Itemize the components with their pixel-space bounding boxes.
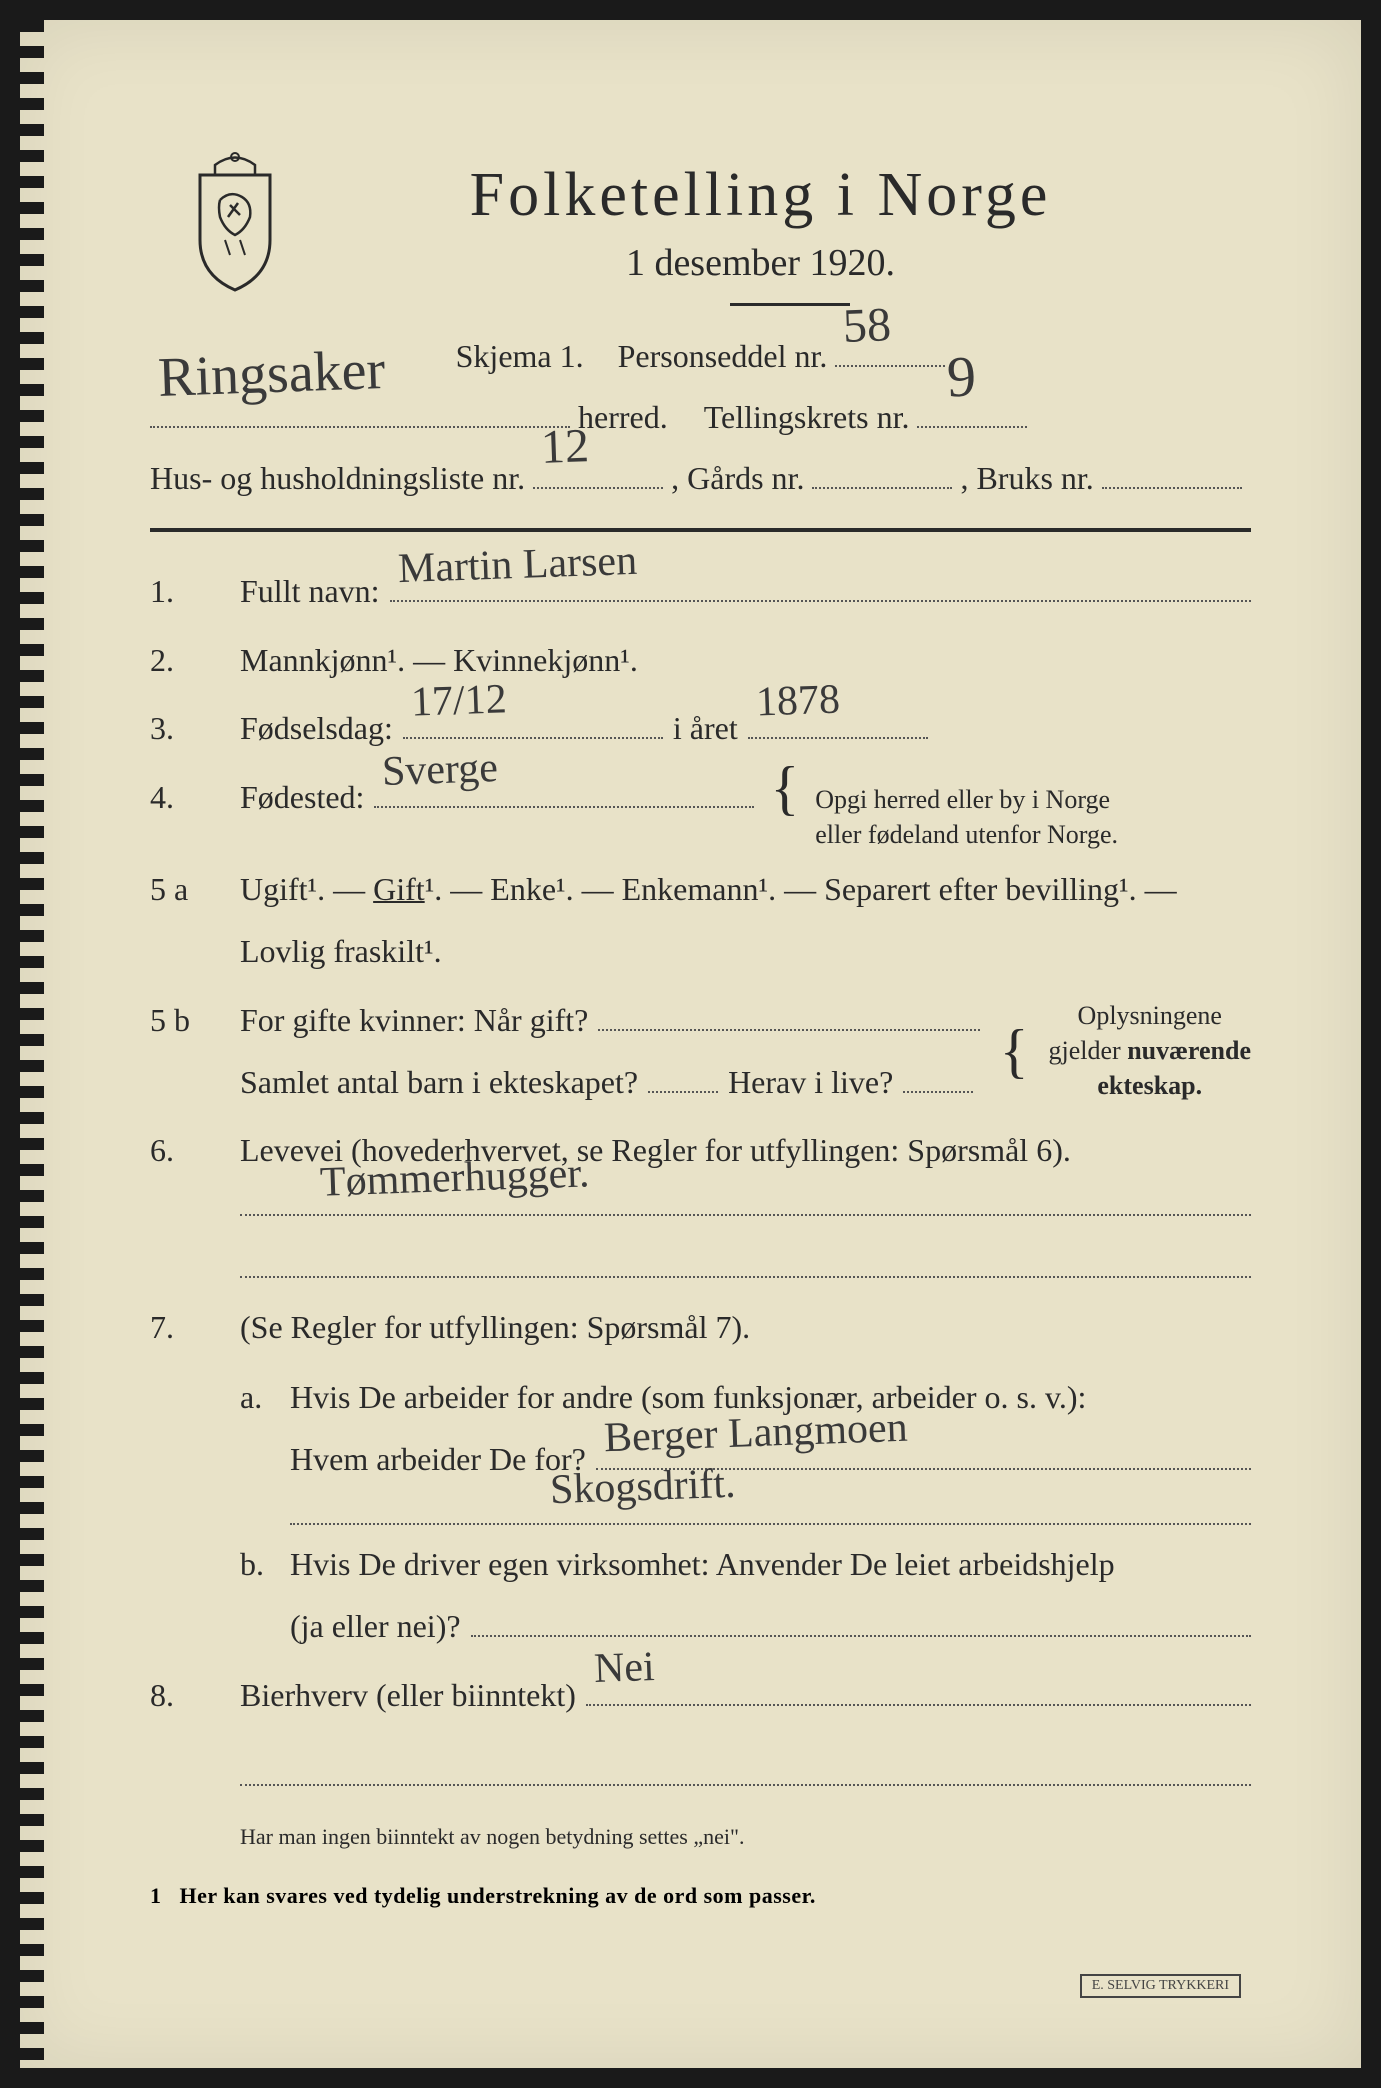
q3-year-value: 1878	[754, 660, 841, 745]
bruks-field	[1102, 455, 1242, 489]
q4: 4. Fødested: Sverge { Opgi herred eller …	[150, 766, 1251, 852]
q4-label: Fødested:	[240, 766, 364, 828]
q2-label: Mannkjønn¹. — Kvinnekjønn¹.	[240, 629, 1251, 691]
herred-field: Ringsaker	[150, 394, 570, 428]
q5b: 5 b For gifte kvinner: Når gift? Samlet …	[150, 989, 1251, 1114]
q7b-field	[471, 1603, 1251, 1637]
q7b-text2: (ja eller nei)?	[290, 1595, 461, 1657]
thick-divider	[150, 528, 1251, 532]
q4-field: Sverge	[374, 774, 754, 808]
coat-of-arms-icon	[180, 145, 290, 295]
gards-field	[812, 455, 952, 489]
q3-num: 3.	[150, 697, 210, 759]
q5a-num: 5 a	[150, 858, 210, 983]
q6-num: 6.	[150, 1119, 210, 1277]
q3: 3. Fødselsdag: 17/12 i året 1878	[150, 697, 1251, 759]
q3-year-field: 1878	[748, 705, 928, 739]
perforation-edge	[20, 20, 44, 2068]
q8-field: Nei	[586, 1672, 1251, 1706]
q3-year-label: i året	[673, 697, 738, 759]
q5b-live-field	[903, 1059, 973, 1093]
brace-icon: {	[770, 770, 799, 806]
q7: 7. (Se Regler for utfyllingen: Spørsmål …	[150, 1296, 1251, 1658]
husliste-value: 12	[540, 401, 591, 494]
q7a-text2: Hvem arbeider De for?	[290, 1428, 586, 1490]
q1-field: Martin Larsen	[390, 568, 1251, 602]
tellingskrets-label: Tellingskrets nr.	[704, 387, 910, 448]
q5b-label: For gifte kvinner: Når gift?	[240, 989, 588, 1051]
printer-stamp: E. SELVIG TRYKKERI	[1080, 1974, 1241, 1998]
q7a-label: a.	[240, 1366, 280, 1428]
page-subtitle: 1 desember 1920.	[270, 241, 1251, 285]
q6-field-2	[240, 1244, 1251, 1278]
page-title: Folketelling i Norge	[270, 160, 1251, 231]
q5b-barn-field	[648, 1059, 718, 1093]
q1-value: Martin Larsen	[396, 520, 638, 610]
q7b-text1: Hvis De driver egen virksomhet: Anvender…	[290, 1533, 1115, 1595]
q8-note: Har man ingen biinntekt av nogen betydni…	[240, 1816, 1251, 1859]
q5b-num: 5 b	[150, 989, 210, 1114]
husliste-field: 12	[533, 455, 663, 489]
q5b-line2b: Herav i live?	[728, 1051, 893, 1113]
footnote: 1 Her kan svares ved tydelig understrekn…	[150, 1883, 1251, 1909]
q8: 8. Bierhverv (eller biinntekt) Nei Har m…	[150, 1664, 1251, 1859]
q3-label: Fødselsdag:	[240, 697, 393, 759]
form-header: Folketelling i Norge 1 desember 1920.	[150, 160, 1251, 306]
tellingskrets-field: 9	[917, 394, 1027, 428]
q6-field: Tømmerhugger.	[240, 1182, 1251, 1216]
q5b-gift-field	[598, 997, 979, 1031]
q4-note: Opgi herred eller by i Norge eller fødel…	[815, 782, 1118, 852]
q2-num: 2.	[150, 629, 210, 691]
q2: 2. Mannkjønn¹. — Kvinnekjønn¹.	[150, 629, 1251, 691]
q1-num: 1.	[150, 560, 210, 622]
skjema-label: Skjema 1.	[456, 326, 584, 387]
q5b-note: Oplysningene gjelder nuværende ekteskap.	[1049, 998, 1251, 1103]
q5a-line2: Lovlig fraskilt¹.	[240, 933, 442, 969]
q8-value: Nei	[592, 1627, 655, 1711]
q7b-label: b.	[240, 1533, 280, 1595]
personseddel-label: Personseddel nr.	[618, 326, 828, 387]
gards-label: Gårds nr.	[687, 448, 804, 509]
q1-label: Fullt navn:	[240, 560, 380, 622]
q5a-text: Ugift¹. — Gift¹. — Enke¹. — Enkemann¹. —…	[240, 871, 1177, 907]
q1: 1. Fullt navn: Martin Larsen	[150, 560, 1251, 622]
q4-value: Sverge	[381, 728, 500, 814]
bruks-label: Bruks nr.	[976, 448, 1093, 509]
q7a-value2: Skogsdrift.	[549, 1444, 737, 1532]
tellingskrets-value: 9	[946, 321, 979, 432]
q4-num: 4.	[150, 766, 210, 852]
q8-label: Bierhverv (eller biinntekt)	[240, 1664, 576, 1726]
herred-value: Ringsaker	[156, 317, 387, 431]
q7-label: (Se Regler for utfyllingen: Spørsmål 7).	[240, 1309, 750, 1345]
personseddel-value: 58	[842, 279, 893, 372]
q5a: 5 a Ugift¹. — Gift¹. — Enke¹. — Enkemann…	[150, 858, 1251, 983]
q6: 6. Levevei (hovederhvervet, se Regler fo…	[150, 1119, 1251, 1277]
q7a-field-2: Skogsdrift.	[290, 1491, 1251, 1525]
form-meta-block: Skjema 1. Personseddel nr. 58 Ringsaker …	[150, 326, 1251, 508]
herred-label: herred.	[578, 387, 668, 448]
brace-icon: {	[1000, 1033, 1029, 1069]
q7-num: 7.	[150, 1296, 210, 1658]
divider	[730, 303, 850, 306]
census-form-page: Folketelling i Norge 1 desember 1920. Sk…	[20, 20, 1361, 2068]
q6-value: Tømmerhugger.	[319, 1133, 591, 1224]
q5b-line2a: Samlet antal barn i ekteskapet?	[240, 1051, 638, 1113]
q8-field-2	[240, 1752, 1251, 1786]
personseddel-field: 58	[835, 333, 945, 367]
husliste-label: Hus- og husholdningsliste nr.	[150, 448, 525, 509]
q8-num: 8.	[150, 1664, 210, 1859]
